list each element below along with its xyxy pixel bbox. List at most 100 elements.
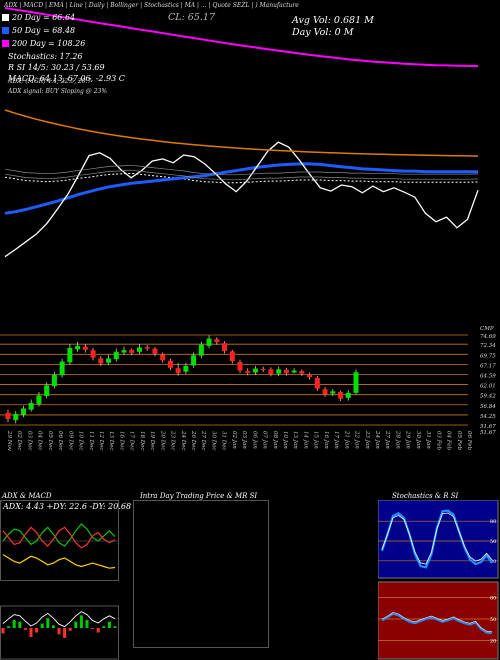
macd-bar [40,623,44,628]
rsi-lines: 80 50 20 [378,595,498,645]
date-axis-label: 23 Dec [170,430,176,451]
candle-body [307,374,313,378]
rsi-line [381,613,493,635]
candle-body [198,344,204,356]
adx-series-2 [2,554,116,569]
macd-bar [113,626,117,628]
macd-bar [18,621,22,628]
macd-line [2,611,116,628]
adx-signal: ADX signal: BUY Sloping @ 23% [8,88,108,95]
date-axis-label: 13 Jan [292,431,298,449]
macd-bar [96,628,100,633]
rsi-level-label: 80 [490,595,496,601]
macd-histogram [1,611,117,638]
date-axis-label: 06 Feb [466,431,472,451]
candle-body [276,369,282,374]
price-axis-label: 54.25 [480,414,496,420]
macd-bar [7,626,11,628]
candle-body [283,369,289,374]
date-axis-label: 24 Dec [180,430,186,451]
macd-bar [12,619,16,628]
date-axis-label: 15 Jan [313,431,319,449]
date-axis-label: 09 Dec [67,431,73,451]
date-axis-label: 08 Jan [272,431,278,449]
candle-body [229,351,235,362]
rsi-level-label: 20 [490,639,496,645]
candle-body [353,372,359,393]
date-axis-label: 31 Dec [221,431,227,451]
adx-panel-readout: ADX: 4.43 +DY: 22.6 -DY: 20.68 [3,502,132,511]
date-axis-label: 10 Dec [78,431,84,451]
macd-bar [35,628,39,633]
header-title: ADX | MACD | EMA | Line | Daily | Bollin… [4,2,299,9]
legend-50-day: 50 Day = 68.48 [2,25,75,36]
date-axis-label: 30 Dec [210,431,216,451]
candle-body [330,391,336,394]
stoch-rsi-title: Stochastics & R SI [392,492,459,500]
stochastics-lines: 80 50 20 [378,509,498,569]
macd-bar [63,628,67,638]
price-axis: CMP 74.69 72.34 69.75 67.17 64.59 62.01 59.42 56… [480,326,496,436]
macd-bar [57,628,61,635]
rsi-signal-line [381,612,493,633]
macd-bar [79,615,83,628]
ma-series-50-day [4,162,479,215]
date-axis-label: 03 Feb [435,431,441,451]
candle-body [98,358,104,364]
long-term-average-line [4,109,479,157]
date-axis-label: 23 Jan [364,430,370,449]
date-axis-label: 05 Dec [47,431,53,451]
price-level-lines [0,334,468,426]
adx-series-1 [2,526,116,549]
candle-body [206,338,212,346]
candle-body [268,369,274,375]
price-axis-label: 67.17 [480,363,496,369]
intraday-title: Intra Day Trading Price & MR SI [140,492,258,500]
adx-series-0 [2,523,116,547]
date-axis-label: 27 Jan [384,430,390,449]
date-axis-label: 14 Jan [302,431,308,449]
candle-body [252,368,258,373]
stoch-level-label: 80 [490,519,496,525]
adx-readout: ADX: (MGR) 4.4, 22.6, 20.7 [8,78,92,85]
candle-body [314,377,320,389]
macd-bar [107,621,111,628]
date-axis-label: 03 Dec [26,431,32,451]
moving-average-lines [4,7,479,258]
stoch-level-label: 50 [490,539,496,545]
rsi-readout: R SI 14/5: 30.23 / 53.69 [8,63,105,72]
candle-body [90,350,96,358]
price-axis-label: 56.84 [480,404,496,410]
candle-body [67,347,73,363]
candle-body [260,368,266,370]
price-axis-label: 72.34 [480,343,496,349]
price-axis-label: 59.42 [480,394,496,400]
macd-bar [23,628,27,630]
price-axis-label: 69.75 [480,353,496,359]
rsi-level-label: 50 [490,617,496,623]
stochastics-d-line [381,512,493,565]
main-price-chart: CMP 74.69 72.34 69.75 67.17 64.59 62.01 59.42 56… [0,7,496,452]
macd-bar [74,621,78,628]
candle-body [291,370,297,373]
date-axis-label: 28 Jan [394,430,400,449]
candle-body [51,374,57,387]
candle-body [136,347,142,352]
close-price: CL: 65.17 [168,12,215,23]
candle-body [28,402,34,410]
date-axis-label: 24 Jan [374,430,380,449]
date-axis-label: 21 Jan [343,430,349,449]
date-axis-label: 16 Jan [323,431,329,449]
date-axis-label: 02 Dec [16,431,22,451]
date-axis-label: 02 Jan [231,431,237,449]
price-axis-label: 62.01 [480,384,496,390]
date-axis-label: 06 Dec [57,431,63,451]
candle-body [214,339,220,342]
candle-body [160,354,166,361]
candle-body [75,345,81,350]
ma-series-close [4,141,479,258]
candle-body [245,370,251,373]
candle-body [152,348,158,354]
date-axis-label: 27 Dec [200,430,206,451]
adx-macd-title: ADX & MACD [2,492,52,500]
